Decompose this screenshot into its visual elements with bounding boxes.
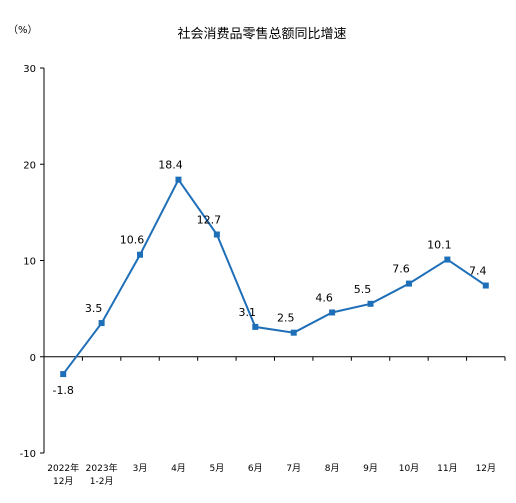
data-label: 3.5 — [85, 302, 103, 315]
data-labels: -1.8 3.5 10.6 18.4 12.7 3.1 2.5 4.6 5.5 7.6 10.1 7.… — [52, 159, 486, 397]
x-tick-label-line2: 12月 — [53, 476, 73, 487]
y-tick-label: 20 — [23, 160, 36, 171]
data-point-marker — [213, 231, 220, 238]
x-tick-label: 4月 — [171, 463, 186, 474]
data-label: 7.4 — [469, 265, 487, 278]
data-point-marker — [367, 300, 374, 307]
data-point-marker — [405, 280, 412, 287]
x-tick-label: 8月 — [325, 463, 340, 474]
y-unit-label: （%） — [8, 24, 38, 36]
data-label: 10.6 — [120, 234, 145, 247]
x-tick-label: 12月 — [476, 463, 496, 474]
chart-title: 社会消费品零售总额同比增速 — [177, 26, 346, 42]
x-tick-label: 9月 — [363, 463, 378, 474]
x-tick-label-line2: 1-2月 — [90, 476, 114, 487]
data-label: 10.1 — [427, 239, 452, 252]
data-point-marker — [252, 323, 259, 330]
x-tick-labels: 2022年 12月 2023年 1-2月 3月 4月 5月 6月 7月 8月 9月 10月 11月 12月 — [43, 356, 506, 487]
x-tick-label: 3月 — [133, 463, 148, 474]
data-point-marker — [444, 256, 451, 263]
x-tick-label: 2022年 — [47, 462, 79, 474]
data-point-marker — [98, 320, 105, 327]
x-tick-label: 11月 — [437, 463, 457, 474]
x-tick-label: 5月 — [210, 463, 225, 474]
x-tick-label: 2023年 — [86, 462, 118, 474]
data-label: 7.6 — [392, 263, 410, 276]
series-polyline — [62, 177, 487, 375]
data-label: -1.8 — [52, 384, 73, 397]
axes — [43, 68, 505, 453]
data-point-marker — [482, 282, 489, 289]
data-label: 2.5 — [277, 312, 295, 325]
data-label: 18.4 — [158, 159, 183, 172]
data-label: 12.7 — [197, 214, 222, 227]
y-tick-label: 0 — [30, 353, 36, 364]
data-point-marker — [137, 251, 144, 258]
y-tick-label: 30 — [23, 64, 36, 75]
x-tick-label: 10月 — [399, 463, 419, 474]
x-tick-label: 7月 — [286, 463, 301, 474]
data-point-marker — [175, 176, 182, 183]
data-point-marker — [290, 329, 297, 336]
data-point-marker — [60, 371, 67, 378]
y-tick-label: 10 — [23, 257, 36, 268]
data-label: 5.5 — [354, 283, 372, 296]
x-tick-label: 6月 — [248, 463, 263, 474]
data-label: 4.6 — [315, 291, 333, 304]
data-label: 3.1 — [239, 306, 257, 319]
data-point-marker — [329, 309, 336, 316]
series-line — [60, 176, 489, 378]
y-tick-label: -10 — [20, 449, 36, 460]
y-tick-labels: -10 0 10 20 30 — [20, 64, 44, 460]
